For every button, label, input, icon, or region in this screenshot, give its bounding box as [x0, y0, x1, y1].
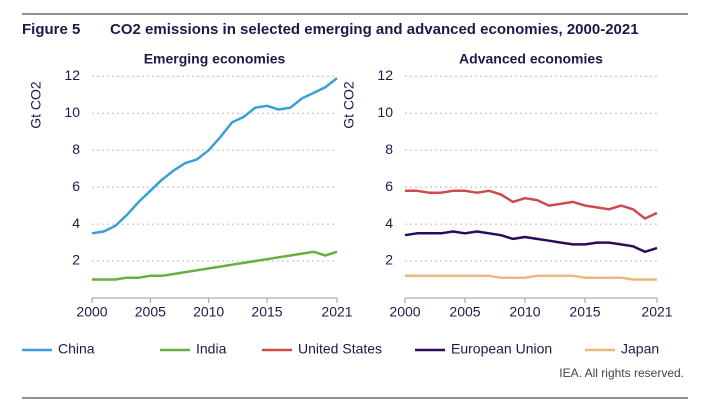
y-axis-label: Gt CO2 — [341, 81, 357, 129]
series-line — [405, 189, 658, 220]
y-tick-label: 8 — [385, 141, 393, 157]
y-tick-label: 10 — [377, 104, 393, 120]
figure-label: Figure 5 — [22, 21, 80, 38]
legend-label: European Union — [451, 341, 552, 357]
legend-label: China — [58, 341, 95, 357]
series-line — [91, 77, 338, 235]
y-tick-label: 6 — [385, 178, 393, 194]
x-tick-label: 2021 — [641, 304, 672, 320]
x-tick-label: 2000 — [389, 304, 420, 320]
source-note: IEA. All rights reserved. — [559, 366, 684, 380]
x-tick-label: 2005 — [135, 304, 166, 320]
legend-label: United States — [298, 341, 382, 357]
series-line — [405, 274, 657, 281]
x-tick-label: 2010 — [193, 304, 224, 320]
y-tick-label: 8 — [72, 141, 80, 157]
y-tick-label: 2 — [385, 252, 393, 268]
legend-label: Japan — [621, 341, 659, 357]
figure-title: CO2 emissions in selected emerging and a… — [110, 21, 639, 38]
panel-title: Emerging economies — [144, 51, 286, 67]
x-tick-label: 2005 — [449, 304, 480, 320]
y-tick-label: 12 — [377, 67, 393, 83]
y-tick-label: 6 — [72, 178, 80, 194]
y-tick-label: 2 — [72, 252, 80, 268]
y-axis-label: Gt CO2 — [28, 81, 44, 129]
series-line — [404, 230, 658, 254]
x-tick-label: 2010 — [509, 304, 540, 320]
legend-label: India — [196, 341, 227, 357]
x-tick-label: 2000 — [76, 304, 107, 320]
panel-title: Advanced economies — [459, 51, 603, 67]
y-tick-label: 4 — [385, 215, 393, 231]
series-line — [92, 250, 338, 281]
y-tick-label: 12 — [64, 67, 80, 83]
x-tick-label: 2021 — [321, 304, 352, 320]
y-tick-label: 10 — [64, 104, 80, 120]
x-tick-label: 2015 — [251, 304, 282, 320]
x-tick-label: 2015 — [569, 304, 600, 320]
y-tick-label: 4 — [72, 215, 80, 231]
